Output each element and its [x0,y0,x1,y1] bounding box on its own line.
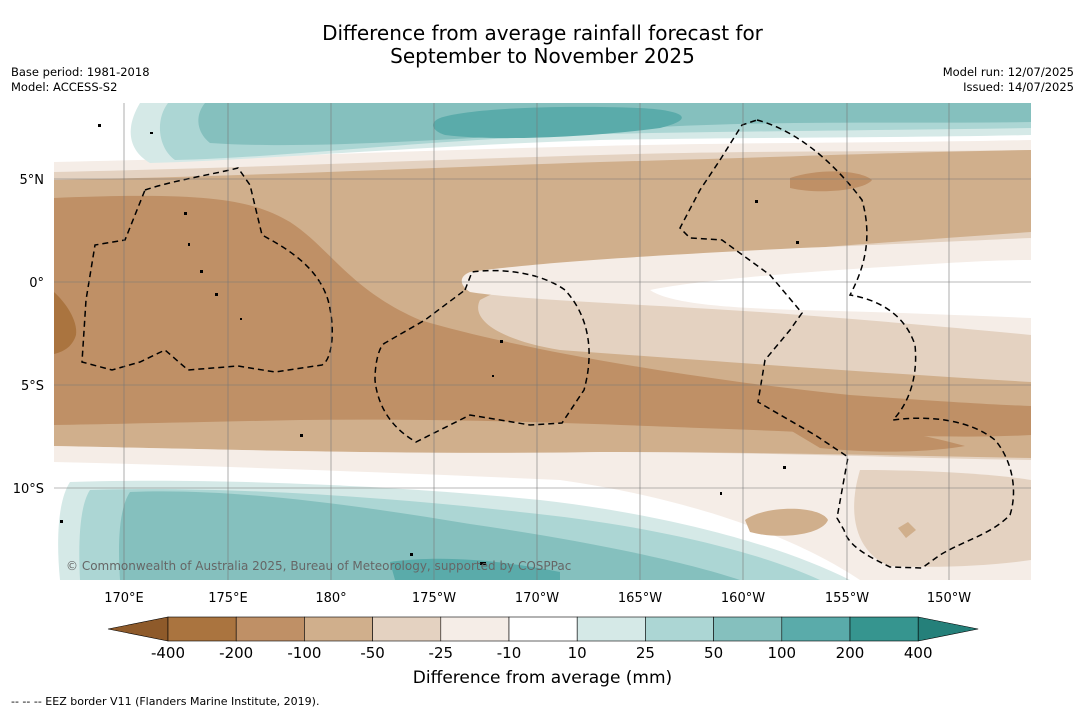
issued-date: Issued: 14/07/2025 [963,80,1074,94]
longitude-label: 175°W [412,591,456,606]
band-dry-100 [54,195,1031,437]
island [150,132,153,134]
island [184,212,187,215]
band-north-100 [433,106,682,139]
graticule [54,103,1031,580]
islands [60,124,799,565]
longitude-label: 150°W [927,591,971,606]
eez-border-west [81,167,333,373]
colorbar-arrow-low [107,616,169,642]
colorbar-segment [372,616,442,642]
island [500,340,503,343]
island [200,270,203,273]
latitude-labels: 5°N 0° 5°S 10°S [13,173,44,497]
colorbar-tick-label: 10 [568,644,587,662]
band-south-50 [119,491,741,580]
longitude-label: 175°E [208,591,248,606]
colorbar-segment [713,616,783,642]
island [215,293,218,296]
longitude-label: 180° [315,591,346,606]
colorbar-tick-label: -50 [360,644,385,662]
colorbar-segment [576,616,646,642]
colorbar-tick-label: 100 [767,644,796,662]
island [480,562,486,565]
longitude-label: 165°W [618,591,662,606]
colorbar-segment [508,616,578,642]
longitude-label: 170°E [104,591,144,606]
longitude-label: 170°W [515,591,559,606]
colorbar-tick-label: -25 [429,644,454,662]
island [188,243,190,246]
colorbar-tick-label: 50 [704,644,723,662]
island [300,434,303,437]
colorbar-tick-label: -400 [151,644,185,662]
island [796,241,799,244]
band-south-patch-small [898,522,916,538]
band-south-patch [745,508,828,536]
map-field [54,103,1031,580]
latitude-label: 5°N [20,173,45,188]
island [410,553,413,556]
eez-borders [81,119,1015,569]
colorbar-segment [849,616,919,642]
colorbar-arrow-high [917,616,979,642]
map-title: Difference from average rainfall forecas… [0,22,1085,68]
eez-border-east [679,119,1015,569]
colorbar-segment [304,616,373,642]
colorbar [107,616,979,642]
island [60,520,63,523]
band-eq-white [650,260,1031,318]
island [98,124,101,127]
island [783,466,786,469]
copyright-notice: © Commonwealth of Australia 2025, Bureau… [66,559,571,573]
title-line-1: Difference from average rainfall forecas… [322,21,763,45]
colorbar-segment [440,616,510,642]
island [755,200,758,203]
colorbar-segment [781,616,851,642]
longitude-label: 155°W [825,591,869,606]
eez-border-central [374,269,590,443]
colorbar-segment [645,616,714,642]
meta-left: Base period: 1981-2018 Model: ACCESS-S2 [11,65,150,95]
base-period: Base period: 1981-2018 [11,65,150,79]
meta-right: Model run: 12/07/2025 Issued: 14/07/2025 [943,65,1074,95]
band-dry-200 [54,292,77,354]
island [720,492,722,495]
latitude-label: 0° [29,276,44,291]
colorbar-tick-label: -100 [287,644,321,662]
longitude-labels: 170°E 175°E 180° 175°W 170°W 165°W 160°W 155°W 1… [104,591,971,606]
band-dry-100-east [760,412,965,452]
colorbar-tick-labels: -400 -200 -100 -50 -25 -10 10 25 50 100 200 400 [151,644,933,662]
colorbar-tick-label: -200 [219,644,253,662]
colorbar-tick-label: -10 [497,644,522,662]
latitude-label: 5°S [21,379,44,394]
band-dry-100-patch [790,171,872,192]
model-name: Model: ACCESS-S2 [11,80,118,94]
colorbar-tick-label: 200 [836,644,865,662]
latitude-label: 10°S [13,482,44,497]
longitude-label: 160°W [721,591,765,606]
band-south-tan-east [854,470,1031,567]
island [240,318,242,320]
colorbar-segment [235,616,305,642]
eez-footer-note: -- -- -- EEZ border V11 (Flanders Marine… [11,695,320,708]
model-run: Model run: 12/07/2025 [942,65,1074,79]
band-south-100 [390,558,560,580]
colorbar-tick-label: 400 [904,644,933,662]
title-line-2: September to November 2025 [390,44,695,68]
colorbar-tick-label: 25 [636,644,655,662]
colorbar-segment [167,616,237,642]
colorbar-title: Difference from average (mm) [412,668,673,688]
island [492,375,494,377]
